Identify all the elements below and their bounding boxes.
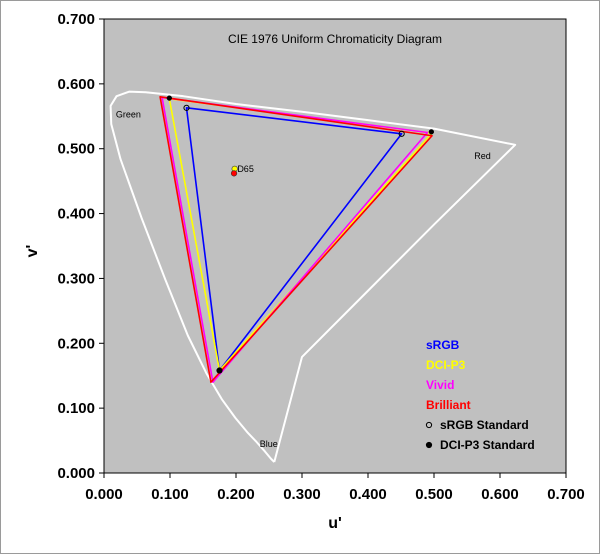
region-label-blue: Blue	[260, 439, 278, 449]
region-label-green: Green	[116, 110, 141, 120]
legend-item-srgb-standard: sRGB Standard	[440, 418, 529, 432]
legend-item-dci-p3-standard: DCI-P3 Standard	[440, 438, 535, 452]
x-tick-label: 0.500	[415, 486, 453, 503]
dci-p3-standard-point-2	[166, 95, 172, 101]
y-tick-label: 0.500	[57, 141, 95, 158]
srgb-standard-point-2	[183, 104, 190, 111]
chart-title: CIE 1976 Uniform Chromaticity Diagram	[228, 32, 442, 46]
legend-item-srgb: sRGB	[426, 338, 460, 352]
legend-marker-srgb-standard	[425, 421, 433, 429]
region-label-d65: D65	[237, 164, 254, 174]
y-tick-label: 0.600	[57, 76, 95, 93]
spectral-locus	[109, 90, 517, 463]
x-axis-label: u'	[328, 515, 342, 532]
dci-p3-standard-point-1	[428, 129, 435, 135]
x-tick-label: 0.700	[547, 486, 585, 503]
plot-area	[103, 18, 567, 474]
legend: sRGB DCI-P3 Vivid Brilliant sRGB Standard DCI…	[425, 338, 535, 452]
y-tick-label: 0.700	[57, 11, 95, 28]
x-tick-label: 0.200	[217, 486, 255, 503]
x-tick-label: 0.300	[283, 486, 321, 503]
y-tick-label: 0.300	[57, 270, 95, 287]
white-point-2	[230, 170, 238, 177]
gamut-srgb	[185, 107, 403, 372]
y-axis-label: v'	[24, 245, 41, 258]
legend-item-dci-p3: DCI-P3	[426, 358, 466, 372]
x-tick-label: 0.400	[349, 486, 387, 503]
y-tick-label: 0.200	[57, 335, 95, 352]
legend-item-brilliant: Brilliant	[426, 398, 471, 412]
region-label-red: Red	[474, 151, 491, 161]
y-tick-label: 0.000	[57, 465, 95, 482]
legend-item-vivid: Vivid	[426, 378, 454, 392]
srgb-standard-point-1	[398, 130, 405, 137]
legend-marker-dci-p3-standard	[425, 441, 433, 449]
gamut-brilliant	[159, 96, 433, 384]
x-tick-label: 0.100	[151, 486, 189, 503]
gamut-vivid	[161, 96, 429, 384]
x-tick-label: 0.600	[481, 486, 519, 503]
x-tick-label: 0.000	[85, 486, 123, 503]
y-tick-label: 0.100	[57, 400, 95, 417]
dci-p3-standard-point-3	[216, 367, 223, 374]
y-tick-label: 0.400	[57, 206, 95, 223]
